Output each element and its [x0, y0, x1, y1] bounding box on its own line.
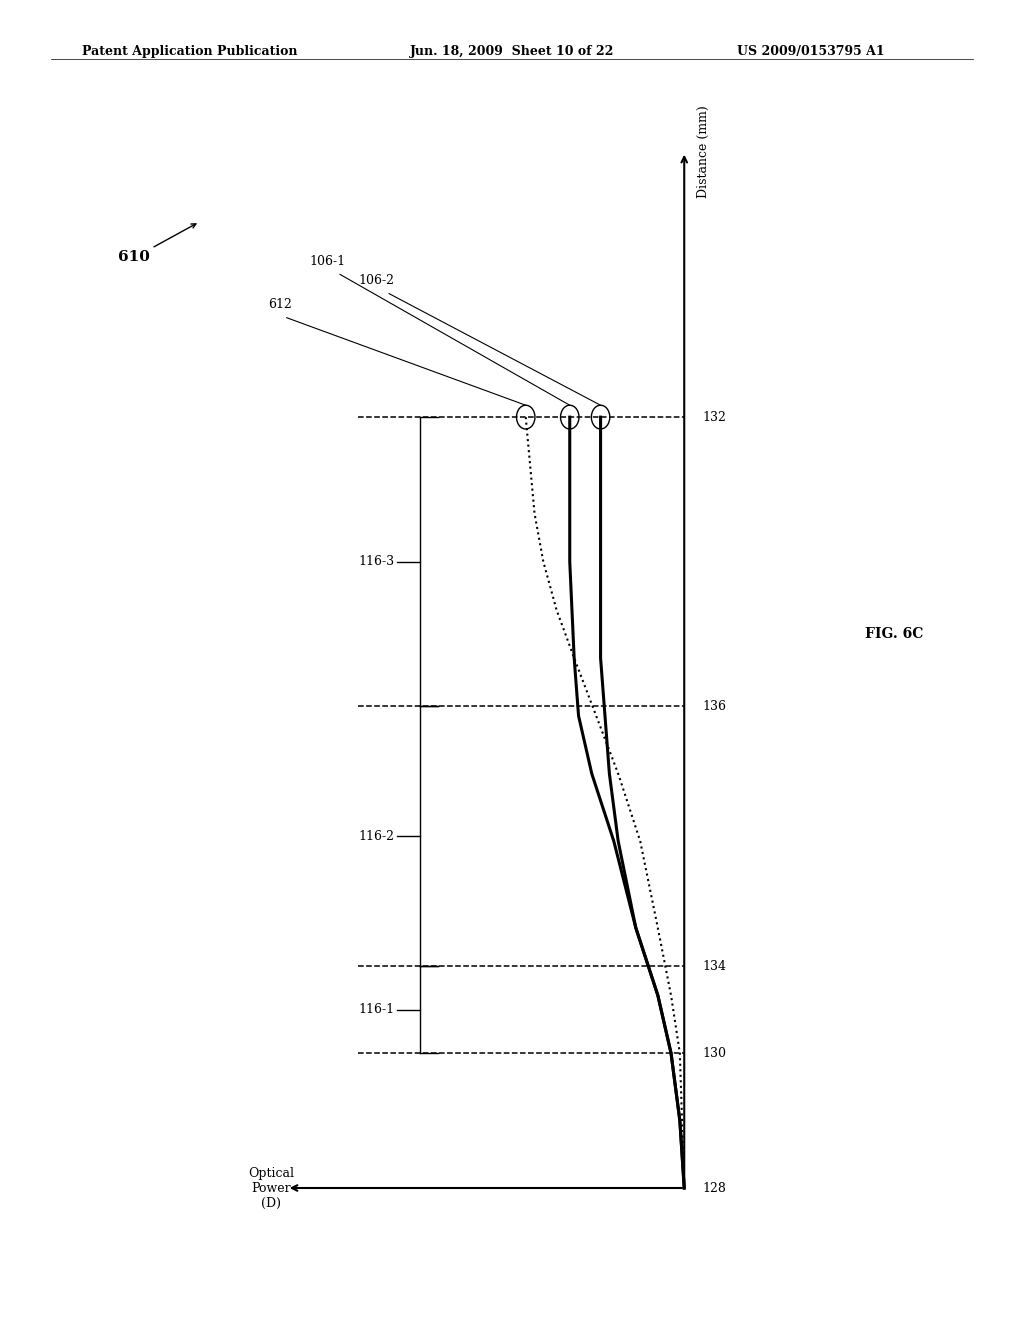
Text: Distance (mm): Distance (mm): [696, 106, 710, 198]
Text: 106-2: 106-2: [358, 275, 394, 286]
Text: 610: 610: [118, 251, 150, 264]
Text: 116-2: 116-2: [358, 830, 394, 842]
Text: 116-1: 116-1: [358, 1003, 394, 1016]
Text: 128: 128: [702, 1181, 727, 1195]
Text: 136: 136: [702, 700, 727, 713]
Text: Optical
Power
(D): Optical Power (D): [249, 1167, 294, 1209]
Text: 116-3: 116-3: [358, 556, 394, 568]
Text: 134: 134: [702, 960, 727, 973]
Text: 106-1: 106-1: [309, 255, 345, 268]
Text: 612: 612: [268, 298, 292, 312]
Text: Patent Application Publication: Patent Application Publication: [82, 45, 297, 58]
Text: 132: 132: [702, 411, 727, 424]
Text: 130: 130: [702, 1047, 727, 1060]
Text: Jun. 18, 2009  Sheet 10 of 22: Jun. 18, 2009 Sheet 10 of 22: [410, 45, 614, 58]
Text: US 2009/0153795 A1: US 2009/0153795 A1: [737, 45, 885, 58]
Text: FIG. 6C: FIG. 6C: [865, 627, 924, 640]
